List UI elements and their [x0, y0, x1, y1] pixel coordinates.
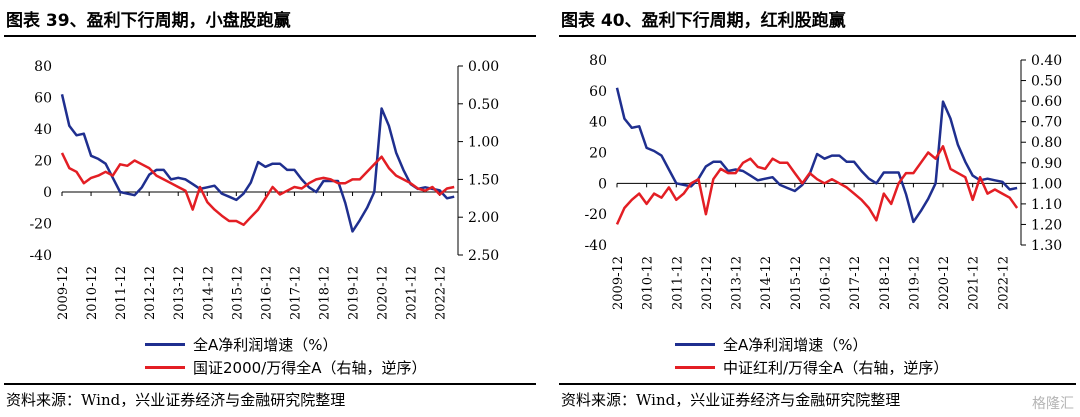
y-left-tick-label: -20 [584, 207, 607, 223]
x-tick-label: 2013-12 [172, 266, 187, 320]
source-rule [4, 383, 536, 385]
y-right-tick-label: 0.50 [468, 97, 499, 113]
line-chart: -40 -20 0 20 40 60 80 0.00 0.50 1.00 1.50 2.00 2.50 2… [29, 59, 499, 320]
legend-item-blue: 全A净利润增速（%） [145, 334, 338, 355]
x-tick-label: 2011-12 [114, 266, 129, 320]
chart-panel-left: 图表 39、盈利下行周期，小盘股跑赢 -40 -20 0 20 40 60 80 0.00 0.… [4, 11, 536, 409]
y-right-tick-label: 0.50 [1031, 74, 1062, 90]
series-line-blue [615, 87, 1018, 224]
y-left-tick-label: 0 [598, 176, 607, 192]
chart-title: 图表 39、盈利下行周期，小盘股跑赢 [6, 11, 291, 31]
series-line-red [60, 152, 455, 227]
y-left-tick-label: -40 [584, 238, 607, 254]
x-tick-label: 2011-12 [670, 256, 685, 310]
y-right-tick-label: 0.70 [1031, 115, 1062, 131]
x-tick-label: 2012-12 [143, 266, 158, 320]
legend-label: 全A净利润增速（%） [193, 336, 338, 354]
legend-label: 国证2000/万得全A（右轴，逆序） [193, 359, 427, 377]
y-left-tick-label: 60 [34, 91, 52, 107]
y-left-tick-label: 80 [589, 53, 607, 69]
x-tick-label: 2020-12 [376, 266, 391, 320]
y-left-tick-label: 0 [43, 185, 52, 201]
legend-label: 中证红利/万得全A（右轴，逆序） [723, 359, 949, 377]
y-right-tick-label: 0.00 [468, 59, 499, 75]
x-tick-label: 2021-12 [967, 256, 982, 310]
x-tick-label: 2018-12 [878, 256, 893, 310]
y-left-tick-label: 80 [34, 59, 52, 75]
legend-swatch [675, 366, 715, 369]
series-line-red [615, 145, 1019, 225]
y-left-tick-label: -40 [29, 248, 52, 264]
source-rule [559, 383, 1076, 385]
x-tick-label: 2018-12 [317, 266, 332, 320]
y-right-tick-label: 0.60 [1031, 94, 1062, 110]
legend-swatch [675, 343, 715, 346]
y-left-tick-label: -20 [29, 217, 52, 233]
y-left-tick-label: 20 [34, 154, 52, 170]
y-right-tick-label: 0.40 [1031, 53, 1062, 69]
legend-item-red: 国证2000/万得全A（右轴，逆序） [145, 357, 427, 378]
legend-swatch [145, 366, 185, 369]
x-tick-label: 2009-12 [56, 266, 71, 320]
x-tick-label: 2017-12 [288, 266, 303, 320]
x-tick-label: 2019-12 [907, 256, 922, 310]
title-rule [4, 35, 536, 37]
y-right-tick-label: 0.90 [1031, 156, 1062, 172]
series-line-blue [60, 94, 455, 233]
x-tick-label: 2022-12 [996, 256, 1011, 310]
source-note: 资料来源：Wind，兴业证券经济与金融研究院整理 [6, 391, 346, 409]
x-tick-label: 2010-12 [85, 266, 100, 320]
line-chart: -40 -20 0 20 40 60 80 0.40 0.50 0.60 0.70 0.80 0.90 1… [584, 53, 1062, 310]
legend-item-blue: 全A净利润增速（%） [675, 334, 868, 355]
x-tick-label: 2020-12 [937, 256, 952, 310]
y-right-tick-label: 2.00 [468, 210, 499, 226]
y-right-tick-label: 0.80 [1031, 135, 1062, 151]
y-right-tick-label: 1.20 [1031, 217, 1062, 233]
y-right-tick-label: 1.50 [468, 172, 499, 188]
y-right-tick-label: 1.00 [1031, 176, 1062, 192]
y-right-tick-label: 1.00 [468, 135, 499, 151]
chart-title: 图表 40、盈利下行周期，红利股跑赢 [561, 11, 846, 31]
legend-item-red: 中证红利/万得全A（右轴，逆序） [675, 357, 948, 378]
y-right-tick-label: 2.50 [468, 248, 499, 264]
title-rule [559, 35, 1076, 37]
x-tick-label: 2010-12 [641, 256, 656, 310]
x-tick-label: 2014-12 [201, 266, 216, 320]
x-tick-label: 2022-12 [434, 266, 449, 320]
x-tick-label: 2019-12 [347, 266, 362, 320]
x-tick-label: 2015-12 [789, 256, 804, 310]
x-tick-label: 2021-12 [405, 266, 420, 320]
chart-panel-right: 图表 40、盈利下行周期，红利股跑赢 -40 -20 0 20 40 60 80 0.40 0.… [555, 0, 1080, 417]
y-left-tick-label: 60 [589, 84, 607, 100]
y-left-tick-label: 40 [589, 115, 607, 131]
x-tick-label: 2016-12 [818, 256, 833, 310]
x-tick-label: 2013-12 [730, 256, 745, 310]
y-right-tick-label: 1.30 [1031, 238, 1062, 254]
legend-label: 全A净利润增速（%） [723, 336, 868, 354]
x-tick-label: 2014-12 [759, 256, 774, 310]
y-left-tick-label: 40 [34, 122, 52, 138]
x-tick-label: 2016-12 [259, 266, 274, 320]
legend-swatch [145, 343, 185, 346]
watermark: 格隆汇 [1032, 396, 1074, 412]
x-tick-label: 2017-12 [848, 256, 863, 310]
x-tick-label: 2009-12 [611, 256, 626, 310]
y-right-tick-label: 1.10 [1031, 197, 1062, 213]
x-tick-label: 2015-12 [230, 266, 245, 320]
x-tick-label: 2012-12 [700, 256, 715, 310]
y-left-tick-label: 20 [589, 146, 607, 162]
source-note: 资料来源：Wind，兴业证券经济与金融研究院整理 [561, 391, 901, 409]
